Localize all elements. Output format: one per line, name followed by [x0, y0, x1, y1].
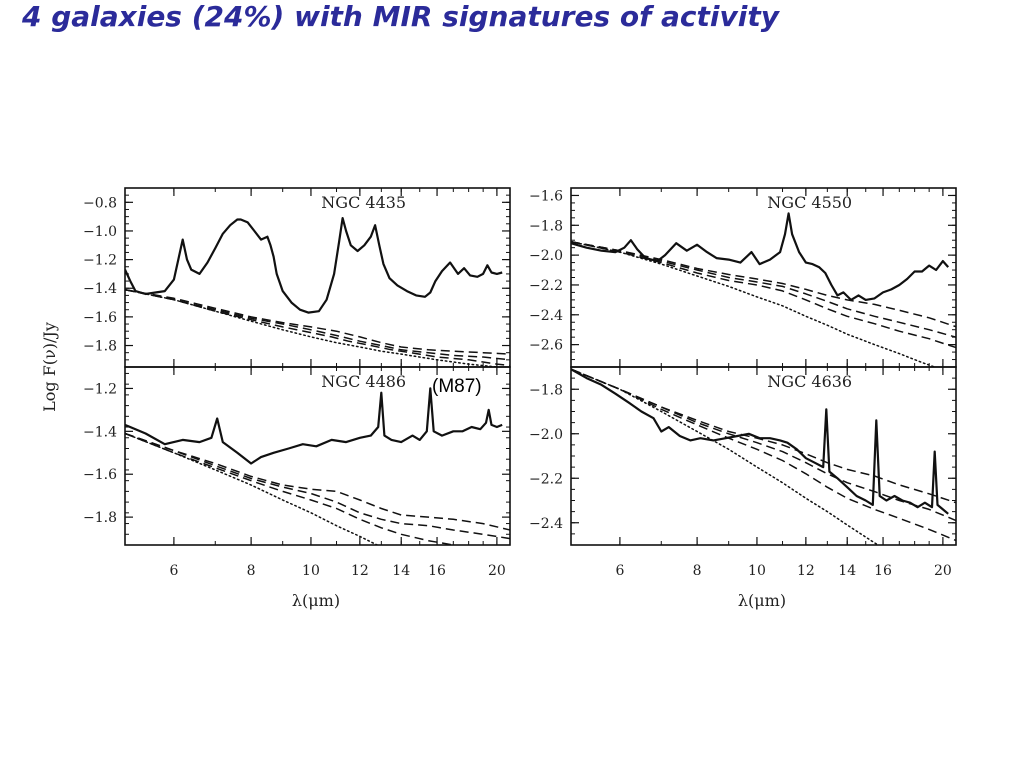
y-tick-label: −2.0	[529, 427, 563, 443]
x-tick-label: 14	[392, 563, 410, 579]
panel-frame	[124, 187, 511, 368]
x-tick-label: 10	[302, 563, 320, 579]
series-line-solid	[125, 217, 503, 314]
y-tick-label: −0.8	[83, 195, 117, 211]
y-tick-label: −1.2	[83, 253, 117, 269]
panel-frame	[570, 187, 957, 368]
series-line-dashed	[125, 432, 457, 545]
panel-title: NGC 4636	[767, 372, 852, 391]
y-tick-label: −1.4	[83, 424, 117, 440]
series-line-dashed	[571, 240, 956, 349]
m87-annotation: (M87)	[432, 376, 482, 397]
y-tick-label: −2.2	[529, 278, 563, 294]
y-tick-label: −2.6	[529, 338, 563, 354]
y-tick-label: −1.2	[83, 381, 117, 397]
series-line-dashed	[571, 368, 956, 542]
y-tick-label: −1.6	[83, 467, 117, 483]
x-tick-label: 6	[615, 563, 624, 579]
x-tick-label: 14	[838, 563, 856, 579]
series-line-dotted	[125, 432, 379, 545]
panel-2: −1.6 −1.8 −2.0 −2.2 −2.4 −2.6 NGC 4550	[529, 187, 957, 368]
y-tick-label: −2.0	[529, 248, 563, 264]
y-tick-label: −2.4	[529, 516, 563, 532]
x-tick-label: 8	[693, 563, 702, 579]
series-line-dashed	[125, 432, 510, 540]
series-line-dotted	[571, 240, 937, 367]
y-tick-label: −1.8	[83, 339, 117, 355]
x-tick-label: 20	[934, 563, 952, 579]
panel-3: −1.2 −1.4 −1.6 −1.8 6 8 10 12 14 16 20 NGC 4486	[83, 366, 511, 579]
panel-title: NGC 4486	[321, 372, 406, 391]
y-tick-label: −1.8	[529, 218, 563, 234]
series-line-dashed	[125, 288, 510, 367]
y-tick-label: −1.0	[83, 224, 117, 240]
y-tick-label: −1.6	[529, 188, 563, 204]
y-tick-label: −1.8	[529, 382, 563, 398]
series-line-dashed	[571, 240, 956, 328]
panel-title: NGC 4550	[767, 193, 852, 212]
slide-title: 4 galaxies (24%) with MIR signatures of …	[22, 0, 779, 33]
series-line-dashed	[125, 288, 510, 355]
series-line-solid	[571, 212, 950, 301]
series-line-solid	[571, 368, 949, 515]
x-tick-label: 16	[874, 563, 892, 579]
panel-1: −0.8 −1.0 −1.2 −1.4 −1.6 −1.8 NGC 4435	[83, 187, 511, 368]
x-axis-label-left: λ(μm)	[292, 591, 340, 610]
y-tick-label: −2.2	[529, 471, 563, 487]
series-line-dashed	[125, 288, 510, 361]
series-line-dashed	[571, 368, 956, 504]
series-line-dashed	[571, 240, 956, 338]
x-tick-label: 12	[351, 563, 369, 579]
panel-4: −1.8 −2.0 −2.2 −2.4 6 8 10 12 14 16 20 NGC 4636	[529, 366, 957, 579]
y-tick-label: −2.4	[529, 308, 563, 324]
series-line-solid	[125, 387, 503, 465]
x-tick-label: 8	[247, 563, 256, 579]
y-tick-label: −1.6	[83, 310, 117, 326]
x-tick-label: 16	[428, 563, 446, 579]
series-line-dashed	[125, 432, 510, 531]
y-tick-label: −1.8	[83, 510, 117, 526]
x-tick-label: 12	[797, 563, 815, 579]
y-tick-label: −1.4	[83, 281, 117, 297]
panel-title: NGC 4435	[321, 193, 406, 212]
x-tick-label: 6	[169, 563, 178, 579]
y-axis-label: Log F(ν)/Jy	[40, 322, 59, 412]
x-tick-label: 20	[488, 563, 506, 579]
panel-frame	[124, 366, 511, 546]
x-axis-label-right: λ(μm)	[738, 591, 786, 610]
x-tick-label: 10	[748, 563, 766, 579]
